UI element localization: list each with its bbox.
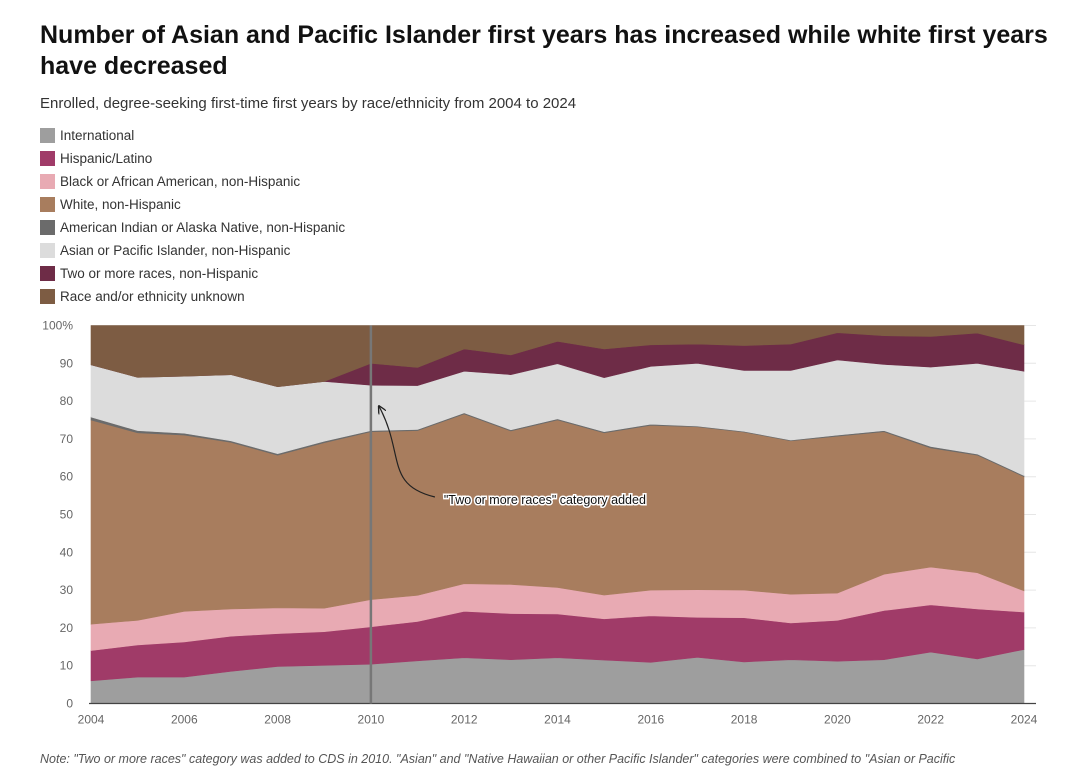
- y-tick-label: 40: [60, 545, 74, 559]
- legend-item-black: Black or African American, non-Hispanic: [40, 170, 345, 193]
- x-tick-label: 2010: [358, 713, 385, 727]
- x-tick-label: 2012: [451, 713, 478, 727]
- legend-label: Asian or Pacific Islander, non-Hispanic: [60, 243, 291, 258]
- chart-title: Number of Asian and Pacific Islander fir…: [40, 21, 1048, 80]
- y-tick-label: 30: [60, 583, 74, 597]
- legend-item-unknown: Race and/or ethnicity unknown: [40, 285, 345, 308]
- area-series: [90, 325, 1025, 704]
- legend-label: Two or more races, non-Hispanic: [60, 266, 259, 281]
- x-tick-label: 2024: [1011, 713, 1038, 727]
- stacked-area-chart: 0 10 20 30 40 50 60 70 80 90 100% 2004 2006 2008 2010 2…: [42, 319, 1037, 727]
- legend-item-two-or-more: Two or more races, non-Hispanic: [40, 262, 345, 285]
- legend-item-hispanic: Hispanic/Latino: [40, 147, 345, 170]
- legend-swatch: [40, 220, 55, 235]
- legend-swatch: [40, 128, 55, 143]
- annotation-arrow: [379, 406, 436, 498]
- legend-label: Hispanic/Latino: [60, 151, 153, 166]
- axes: 0 10 20 30 40 50 60 70 80 90 100% 2004 2006 2008 2010 2…: [42, 319, 1037, 727]
- x-tick-label: 2014: [544, 713, 571, 727]
- legend-swatch: [40, 266, 55, 281]
- legend-swatch: [40, 243, 55, 258]
- legend-swatch: [40, 289, 55, 304]
- x-tick-label: 2004: [78, 713, 105, 727]
- chart-note: Note: "Two or more races" category was a…: [40, 752, 956, 766]
- y-tick-label: 100%: [42, 319, 73, 333]
- x-tick-label: 2022: [917, 713, 944, 727]
- legend-item-white: White, non-Hispanic: [40, 193, 345, 216]
- y-tick-label: 0: [66, 697, 73, 711]
- annotation-label: "Two or more races" category added: [444, 493, 646, 507]
- x-tick-label: 2006: [171, 713, 198, 727]
- legend-label: Black or African American, non-Hispanic: [60, 174, 301, 189]
- legend-swatch: [40, 174, 55, 189]
- legend-label: Race and/or ethnicity unknown: [60, 289, 245, 304]
- legend-item-international: International: [40, 124, 345, 147]
- annotation: "Two or more races" category added: [369, 325, 647, 704]
- legend-label: American Indian or Alaska Native, non-Hi…: [60, 220, 346, 235]
- y-tick-label: 50: [60, 508, 74, 522]
- legend-item-asian: Asian or Pacific Islander, non-Hispanic: [40, 239, 345, 262]
- x-tick-label: 2018: [731, 713, 758, 727]
- legend-label: International: [60, 128, 135, 143]
- x-tick-label: 2016: [637, 713, 664, 727]
- legend-label: White, non-Hispanic: [60, 197, 181, 212]
- legend-swatch: [40, 197, 55, 212]
- y-tick-label: 20: [60, 621, 74, 635]
- x-tick-label: 2008: [264, 713, 291, 727]
- y-tick-label: 70: [60, 432, 74, 446]
- y-tick-label: 80: [60, 394, 74, 408]
- chart-subtitle: Enrolled, degree-seeking first-time firs…: [40, 95, 577, 112]
- y-tick-label: 10: [60, 659, 74, 673]
- y-tick-label: 60: [60, 470, 74, 484]
- y-tick-label: 90: [60, 356, 74, 370]
- legend: International Hispanic/Latino Black or A…: [40, 124, 345, 308]
- legend-swatch: [40, 151, 55, 166]
- x-tick-label: 2020: [824, 713, 851, 727]
- legend-item-american-indian: American Indian or Alaska Native, non-Hi…: [40, 216, 345, 239]
